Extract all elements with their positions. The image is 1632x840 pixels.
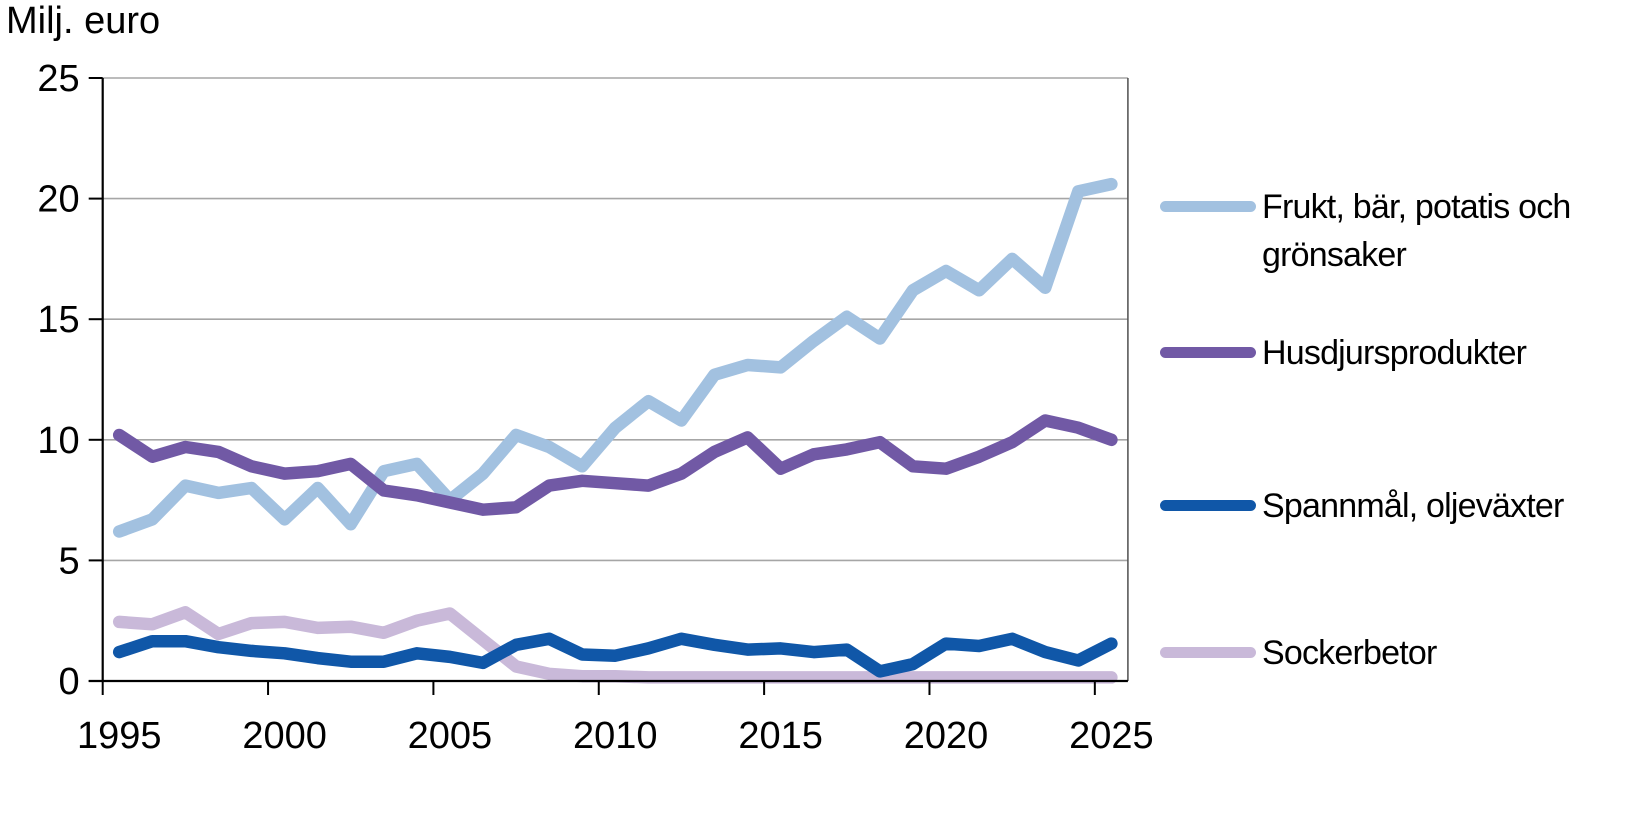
- x-tick-label: 2020: [904, 715, 989, 757]
- y-tick-label: 0: [59, 661, 80, 703]
- gridlines: [102, 77, 1129, 681]
- y-tick-label: 5: [59, 540, 80, 582]
- y-axis-title: Milj. euro: [6, 0, 160, 42]
- x-tick-label: 2010: [573, 715, 658, 757]
- series-lines: [112, 177, 1118, 684]
- y-tick-label: 10: [37, 420, 79, 462]
- axes: [88, 77, 1128, 695]
- x-tick-label: 1995: [77, 715, 162, 757]
- x-tick-label: 2005: [408, 715, 493, 757]
- y-tick-label: 20: [37, 179, 79, 221]
- series-line-3: [112, 606, 1118, 684]
- x-tick-label: 2015: [738, 715, 823, 757]
- series-line-0: [112, 177, 1118, 538]
- x-tick-label: 2000: [242, 715, 327, 757]
- x-tick-label: 2025: [1069, 715, 1154, 757]
- y-tick-label: 25: [37, 58, 79, 100]
- series-line-2: [112, 632, 1118, 678]
- series-line-1: [112, 414, 1118, 516]
- y-tick-label: 15: [37, 299, 79, 341]
